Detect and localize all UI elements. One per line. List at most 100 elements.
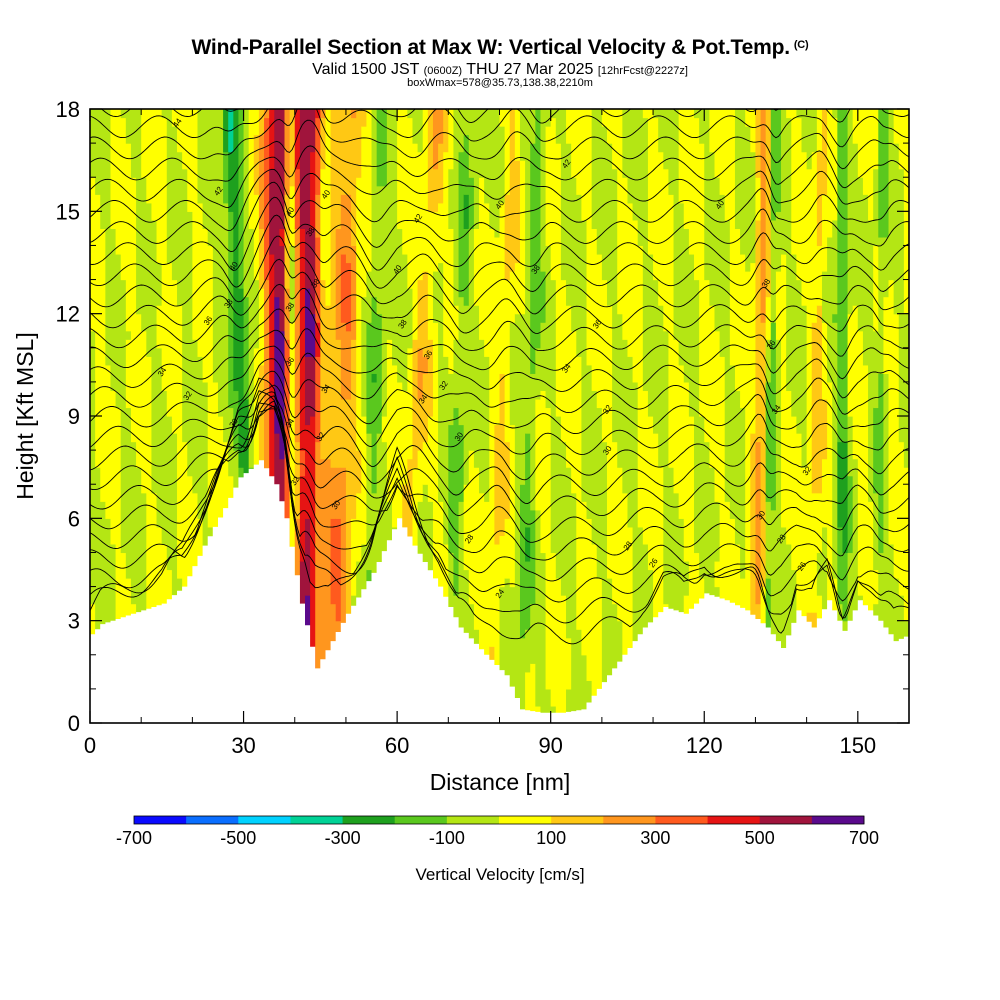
velocity-cell bbox=[258, 228, 265, 289]
velocity-cell bbox=[345, 194, 352, 264]
x-tick-label: 120 bbox=[686, 733, 723, 758]
y-tick-label: 15 bbox=[56, 199, 80, 224]
velocity-cell bbox=[627, 202, 634, 357]
velocity-cell bbox=[673, 339, 680, 494]
velocity-cell bbox=[146, 356, 153, 630]
velocity-cell bbox=[709, 109, 716, 153]
velocity-cell bbox=[586, 109, 593, 366]
velocity-cell bbox=[509, 424, 516, 588]
velocity-cell bbox=[596, 253, 603, 409]
velocity-cell bbox=[714, 501, 721, 562]
velocity-cell bbox=[729, 518, 736, 681]
velocity-cell bbox=[197, 202, 204, 357]
velocity-cell bbox=[130, 109, 137, 178]
velocity-cell bbox=[647, 109, 654, 255]
velocity-cell bbox=[509, 271, 516, 323]
colorbar-segment bbox=[394, 816, 448, 824]
velocity-cell bbox=[463, 228, 470, 306]
velocity-cell bbox=[258, 288, 265, 366]
velocity-cell bbox=[622, 109, 629, 178]
velocity-cell bbox=[182, 109, 188, 170]
velocity-cell bbox=[335, 339, 342, 468]
x-tick-label: 0 bbox=[84, 733, 96, 758]
colorbar-tick-label: 300 bbox=[640, 828, 670, 848]
velocity-cell bbox=[304, 288, 311, 357]
velocity-cell bbox=[581, 109, 588, 221]
velocity-cell bbox=[678, 109, 685, 204]
theta-contour-line bbox=[90, 109, 909, 148]
velocity-cell bbox=[315, 117, 321, 195]
theta-contour-line bbox=[90, 181, 909, 253]
velocity-cell bbox=[821, 458, 828, 528]
velocity-cell bbox=[207, 245, 214, 528]
velocity-cell bbox=[310, 416, 316, 723]
velocity-cell bbox=[90, 177, 96, 332]
velocity-cell bbox=[888, 279, 895, 545]
velocity-cell bbox=[258, 109, 265, 136]
velocity-cell bbox=[499, 126, 506, 204]
velocity-cell bbox=[816, 245, 823, 306]
colorbar-segment bbox=[759, 816, 813, 824]
velocity-cell bbox=[903, 313, 909, 468]
velocity-cell bbox=[796, 109, 803, 119]
colorbar-frame bbox=[133, 815, 865, 825]
velocity-cell bbox=[438, 202, 444, 264]
velocity-cell bbox=[130, 177, 137, 443]
velocity-cell bbox=[120, 279, 127, 554]
velocity-cell bbox=[146, 202, 153, 357]
velocity-cell bbox=[617, 467, 623, 622]
velocity-cell bbox=[356, 109, 362, 178]
velocity-cell bbox=[632, 109, 639, 221]
terrain-mask bbox=[90, 460, 909, 723]
velocity-cell bbox=[463, 484, 470, 571]
velocity-cell bbox=[816, 109, 823, 153]
velocity-cell bbox=[156, 347, 163, 528]
velocity-cell bbox=[499, 109, 506, 127]
velocity-cell bbox=[898, 168, 905, 443]
velocity-cell bbox=[453, 339, 460, 409]
velocity-cell bbox=[146, 109, 153, 204]
velocity-cell bbox=[361, 296, 368, 417]
velocity-cell bbox=[519, 637, 526, 723]
velocity-cell bbox=[862, 364, 869, 630]
velocity-cell bbox=[560, 109, 567, 281]
velocity-cell bbox=[386, 109, 393, 340]
velocity-cell bbox=[832, 322, 838, 579]
velocity-cell bbox=[540, 322, 547, 392]
velocity-cell bbox=[632, 381, 639, 656]
theta-contour-labels: 4442403836343230403838363432403834323042… bbox=[156, 116, 814, 600]
velocity-cell bbox=[903, 467, 909, 622]
velocity-cell bbox=[755, 177, 762, 221]
velocity-cell bbox=[786, 117, 792, 392]
velocity-cell bbox=[427, 416, 434, 502]
velocity-cell bbox=[299, 560, 306, 630]
velocity-cell bbox=[443, 543, 449, 622]
velocity-cell bbox=[422, 441, 429, 485]
velocity-cell bbox=[438, 262, 444, 502]
velocity-cell bbox=[120, 109, 127, 119]
velocity-cell bbox=[699, 109, 705, 144]
velocity-cell bbox=[443, 356, 449, 545]
velocity-cell bbox=[734, 109, 741, 229]
velocity-cell bbox=[130, 441, 137, 605]
velocity-cell bbox=[458, 424, 465, 502]
velocity-cell bbox=[627, 526, 634, 723]
velocity-cell bbox=[571, 330, 577, 494]
velocity-cell bbox=[136, 313, 142, 468]
velocity-cell bbox=[468, 450, 475, 605]
velocity-cell bbox=[704, 441, 710, 596]
velocity-cell bbox=[473, 467, 480, 630]
velocity-cell bbox=[637, 526, 644, 681]
velocity-cell bbox=[310, 109, 316, 153]
velocity-cell bbox=[612, 168, 618, 443]
velocity-cell bbox=[125, 109, 132, 144]
velocity-cell bbox=[576, 629, 582, 723]
velocity-cell bbox=[724, 219, 731, 502]
velocity-cell bbox=[550, 109, 557, 119]
velocity-cell bbox=[304, 356, 311, 426]
velocity-cell bbox=[171, 279, 178, 434]
velocity-cell bbox=[653, 279, 659, 434]
velocity-cell bbox=[832, 117, 838, 221]
velocity-cell bbox=[857, 109, 864, 178]
velocity-cell bbox=[397, 381, 403, 605]
